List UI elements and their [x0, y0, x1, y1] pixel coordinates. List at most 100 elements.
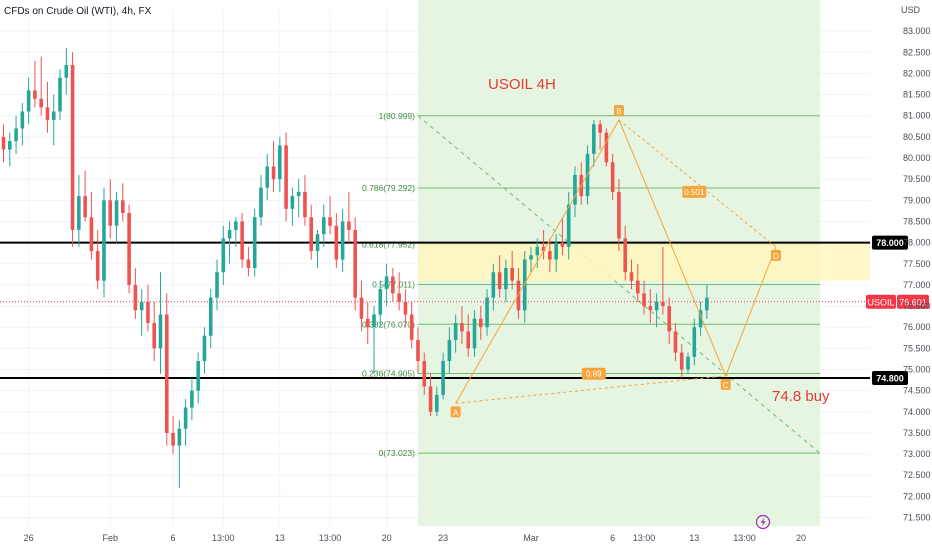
candle: [77, 174, 81, 247]
candle-body: [171, 432, 175, 446]
candle: [372, 306, 376, 374]
candle: [321, 204, 326, 247]
candle: [635, 263, 640, 302]
price-tick-label: 83.000: [903, 26, 931, 36]
candle: [541, 229, 546, 260]
candle: [183, 399, 188, 446]
candle-body: [435, 394, 439, 412]
candle: [428, 373, 433, 417]
candle: [673, 322, 678, 362]
candle: [64, 48, 69, 95]
candle-body: [303, 191, 307, 218]
candle-body: [409, 314, 414, 340]
pattern-point-A[interactable]: [450, 406, 461, 418]
candle: [679, 344, 684, 378]
candle-body: [566, 204, 571, 247]
time-tick-label: 6: [171, 533, 176, 543]
candle-body: [604, 132, 609, 163]
candle-body: [661, 301, 665, 307]
horizontal-levels[interactable]: 78.000 74.800 USOIL 76.601: [0, 235, 929, 385]
candle: [208, 289, 213, 349]
abcd-pattern[interactable]: A B C D 0.501 0.89: [450, 104, 781, 418]
candle-body: [221, 238, 226, 273]
symbol-tag: [866, 294, 896, 309]
candle-body: [20, 111, 25, 129]
candle: [221, 225, 226, 285]
price-tick-label: 76.500: [903, 301, 931, 311]
candle-body: [215, 272, 219, 298]
candle: [548, 238, 552, 273]
candle-body: [102, 200, 106, 281]
lightning-icon[interactable]: [755, 514, 771, 530]
candle-body: [14, 128, 18, 142]
time-tick-label: 13:00: [633, 533, 656, 543]
candle: [252, 208, 257, 277]
candle: [296, 179, 301, 218]
candle: [89, 191, 94, 260]
candle-body: [146, 301, 150, 323]
candle-body: [541, 246, 546, 252]
candle: [95, 229, 100, 290]
candle: [522, 251, 527, 323]
candle-body: [45, 107, 50, 120]
candle: [234, 217, 238, 247]
candle-body: [667, 306, 671, 332]
candle-body: [284, 145, 288, 209]
candle: [610, 153, 615, 201]
candle: [121, 183, 125, 222]
chart-title: CFDs on Crude Oil (WTI), 4h, FX: [4, 6, 152, 17]
candle: [158, 272, 163, 374]
price-tick-label: 72.000: [903, 491, 931, 501]
candles: [1, 48, 709, 488]
candle: [171, 416, 175, 455]
candle: [472, 310, 477, 357]
candle-body: [77, 196, 81, 230]
candle-body: [705, 297, 709, 311]
candle: [409, 301, 414, 349]
candle: [478, 306, 483, 340]
candle: [114, 191, 119, 243]
candle: [422, 352, 427, 395]
candle-body: [648, 306, 653, 311]
fib-level-label: 0.618(77.952): [362, 240, 415, 250]
candle: [26, 77, 31, 125]
candle-body: [227, 229, 232, 239]
time-tick-label: 13:00: [212, 533, 235, 543]
price-tick-label: 75.500: [903, 343, 931, 353]
candle: [334, 213, 339, 268]
candle: [278, 136, 282, 192]
candle-body: [114, 200, 119, 226]
price-tick-label: 79.500: [903, 174, 931, 184]
candle-body: [121, 200, 125, 214]
time-axis[interactable]: 26 Feb 6 13:00 13 13:00 20 23 Mar 6 13:00 13 13:00 20: [24, 533, 806, 543]
price-tick-label: 74.500: [903, 386, 931, 396]
pattern-point-B[interactable]: [613, 104, 624, 116]
time-tick-label: 6: [610, 533, 615, 543]
time-tick-label: 13:00: [733, 533, 756, 543]
candle-body: [290, 196, 295, 209]
pattern-point-D[interactable]: [770, 249, 781, 261]
price-tick-label: 71.500: [903, 513, 931, 523]
candle: [365, 301, 370, 345]
candle-body: [384, 276, 389, 290]
candle-body: [673, 331, 678, 353]
candle-body: [422, 361, 427, 387]
time-tick-label: 20: [796, 533, 806, 543]
candle: [491, 263, 496, 311]
time-tick-label: Feb: [103, 533, 119, 543]
candle-body: [58, 77, 62, 112]
candle: [384, 263, 389, 307]
candle-body: [202, 335, 207, 362]
candle: [7, 132, 12, 167]
price-axis[interactable]: 83.000 82.500 82.000 81.500 81.000 80.500 80.0…: [903, 26, 931, 522]
candle: [403, 289, 408, 328]
candle: [598, 119, 602, 150]
level-price-text: 74.800: [876, 373, 904, 383]
candle: [698, 301, 703, 336]
candle-body: [460, 322, 464, 332]
candle: [560, 217, 565, 256]
pattern-point-C[interactable]: [720, 378, 731, 390]
candle-body: [353, 229, 357, 298]
candle-body: [309, 217, 314, 252]
